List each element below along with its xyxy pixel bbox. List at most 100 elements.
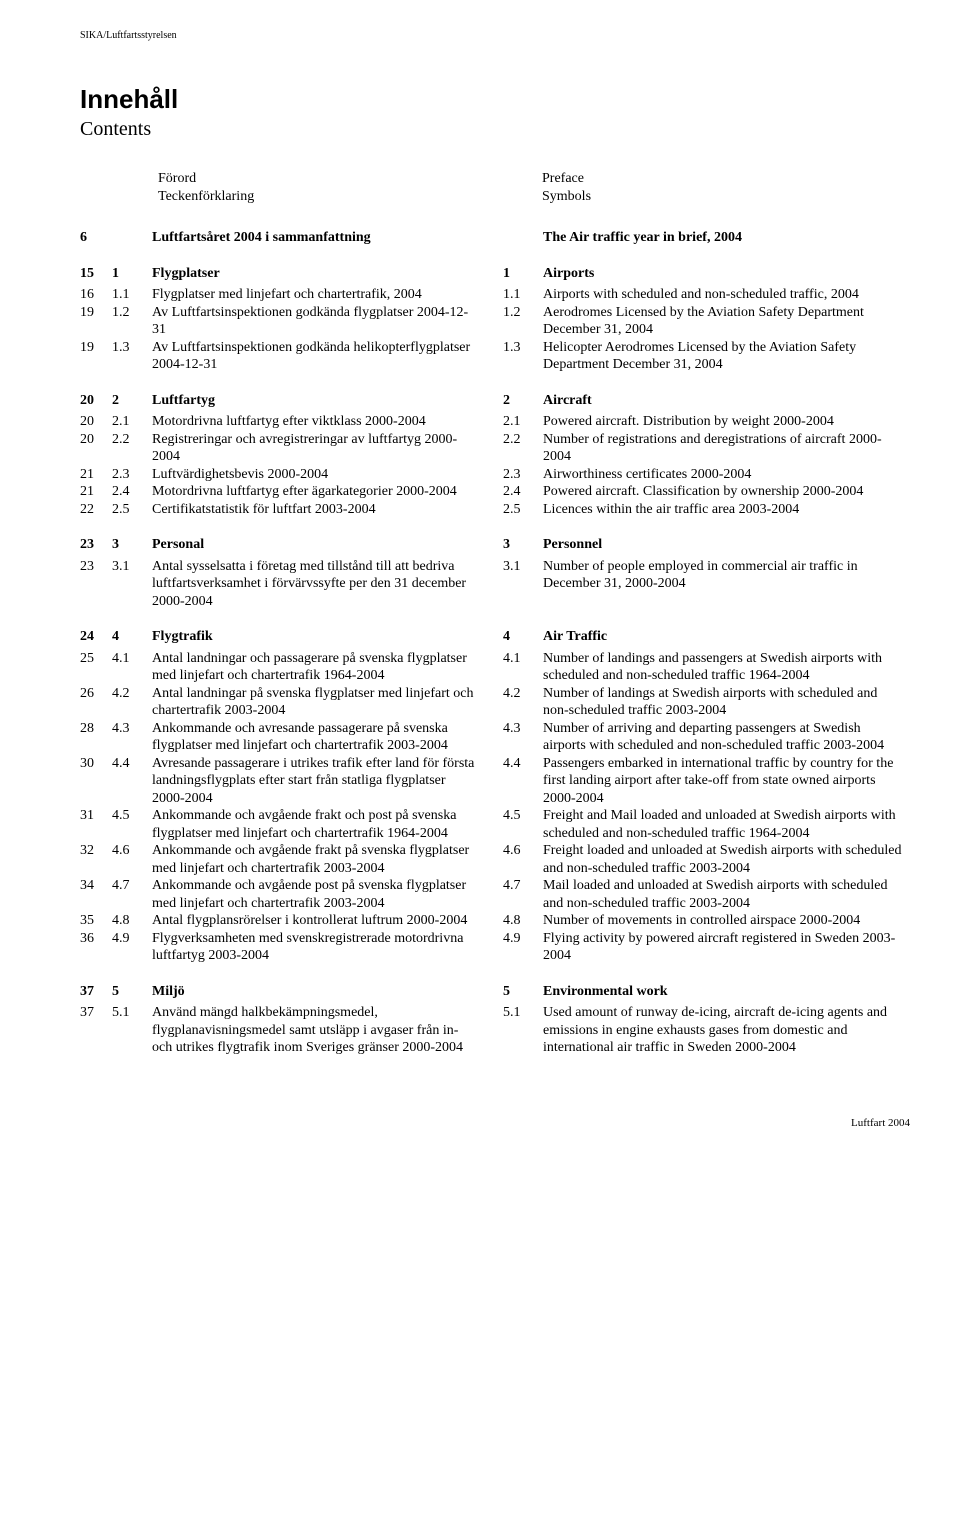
toc-item-num: 2.5 [112, 501, 152, 519]
toc-item-num: 1.1 [503, 286, 543, 304]
toc-item-text-en: Number of arriving and departing passeng… [543, 720, 910, 755]
toc-page: 23 [80, 558, 112, 576]
toc-section-title-sv: Luftfartsåret 2004 i sammanfattning [152, 229, 487, 247]
toc-item-text-en: Airworthiness certificates 2000-2004 [543, 466, 910, 484]
toc-item-num: 2.1 [503, 413, 543, 431]
toc-item-text-sv: Flygverksamheten med svenskregistrerade … [152, 930, 487, 965]
toc-item-num: 1.2 [112, 304, 152, 322]
toc-item-num: 4.7 [503, 877, 543, 895]
preface-left-1: Teckenförklaring [158, 188, 526, 206]
toc-item-text-en: Flying activity by powered aircraft regi… [543, 930, 910, 965]
toc-section-head: 6Luftfartsåret 2004 i sammanfattningThe … [80, 229, 910, 247]
toc-item-num: 4.3 [503, 720, 543, 738]
toc-item-text-en: Used amount of runway de-icing, aircraft… [543, 1004, 910, 1057]
toc-page: 19 [80, 339, 112, 357]
toc-section-title-sv: Luftfartyg [152, 392, 487, 410]
toc-item-text-sv: Ankommande och avgående frakt på svenska… [152, 842, 487, 877]
toc-item-num: 4.5 [503, 807, 543, 825]
toc-section-num: 5 [112, 983, 152, 1001]
toc-item-num: 4.7 [112, 877, 152, 895]
toc-item-text-sv: Av Luftfartsinspektionen godkända heliko… [152, 339, 487, 374]
toc-section-title-sv: Personal [152, 536, 487, 554]
toc-item-text-en: Number of movements in controlled airspa… [543, 912, 910, 930]
toc-page: 22 [80, 501, 112, 519]
toc-item-num: 4.2 [112, 685, 152, 703]
toc-item-text-sv: Ankommande och avgående post på svenska … [152, 877, 487, 912]
toc-section-title-en: Airports [543, 265, 910, 283]
toc-section-num: 4 [112, 628, 152, 646]
toc-item-num: 5.1 [112, 1004, 152, 1022]
toc-section-num: 1 [503, 265, 543, 283]
toc-page: 25 [80, 650, 112, 668]
toc-row: 375.1Använd mängd halkbekämpningsmedel, … [80, 1004, 910, 1057]
page-title-en: Contents [80, 117, 910, 142]
toc-item-text-sv: Certifikatstatistik för luftfart 2003-20… [152, 501, 487, 519]
toc-page: 28 [80, 720, 112, 738]
toc-section-num: 1 [112, 265, 152, 283]
toc-section-title-en: Aircraft [543, 392, 910, 410]
toc-item-num: 1.3 [503, 339, 543, 357]
toc-page: 36 [80, 930, 112, 948]
toc-item-num: 1.2 [503, 304, 543, 322]
toc-row: 314.5Ankommande och avgående frakt och p… [80, 807, 910, 842]
toc-item-num: 4.1 [503, 650, 543, 668]
toc-page: 23 [80, 536, 112, 554]
preface-left-0: Förord [158, 170, 526, 188]
toc-item-text-sv: Antal flygplansrörelser i kontrollerat l… [152, 912, 487, 930]
toc-item-num: 4.4 [503, 755, 543, 773]
toc-row: 16 1.1 Flygplatser med linjefart och chart… [80, 286, 910, 304]
toc-item-num: 4.6 [112, 842, 152, 860]
preface-right-0: Preface [542, 170, 910, 188]
toc-item-num: 4.1 [112, 650, 152, 668]
toc-item-num: 4.6 [503, 842, 543, 860]
toc-item-text-sv: Antal sysselsatta i företag med tillstån… [152, 558, 487, 611]
toc-row: 304.4Avresande passagerare i utrikes tra… [80, 755, 910, 808]
toc-section-num: 3 [112, 536, 152, 554]
toc-item-text-en: Number of registrations and deregistrati… [543, 431, 910, 466]
toc-item-text-en: Powered aircraft. Classification by owne… [543, 483, 910, 501]
toc-item-text-en: Helicopter Aerodromes Licensed by the Av… [543, 339, 910, 374]
toc-item-num: 2.3 [503, 466, 543, 484]
toc-page: 20 [80, 431, 112, 449]
toc-item-text-en: Mail loaded and unloaded at Swedish airp… [543, 877, 910, 912]
toc-item-text-en: Number of landings at Swedish airports w… [543, 685, 910, 720]
toc-item-text-sv: Ankommande och avgående frakt och post p… [152, 807, 487, 842]
toc-row: 254.1Antal landningar och passagerare på… [80, 650, 910, 685]
toc-item-text-en: Licences within the air traffic area 200… [543, 501, 910, 519]
toc-item-text-en: Aerodromes Licensed by the Aviation Safe… [543, 304, 910, 339]
toc-page: 32 [80, 842, 112, 860]
toc-item-text-en: Number of landings and passengers at Swe… [543, 650, 910, 685]
toc-page: 34 [80, 877, 112, 895]
toc-item-text-sv: Motordrivna luftfartyg efter viktklass 2… [152, 413, 487, 431]
toc-item-num: 3.1 [503, 558, 543, 576]
toc-item-num: 4.9 [503, 930, 543, 948]
toc-item-num: 3.1 [112, 558, 152, 576]
toc-item-num: 2.1 [112, 413, 152, 431]
toc-row: 212.4Motordrivna luftfartyg efter ägarka… [80, 483, 910, 501]
toc-item-text-en: Airports with scheduled and non-schedule… [543, 286, 910, 304]
toc-item-text-sv: Antal landningar och passagerare på sven… [152, 650, 487, 685]
page-footer: Luftfart 2004 [80, 1117, 910, 1131]
toc-item-text-sv: Av Luftfartsinspektionen godkända flygpl… [152, 304, 487, 339]
toc-item-num: 5.1 [503, 1004, 543, 1022]
toc-page: 20 [80, 413, 112, 431]
toc-item-text-sv: Ankommande och avresande passagerare på … [152, 720, 487, 755]
toc-row: 233.1Antal sysselsatta i företag med til… [80, 558, 910, 611]
toc-item-num: 4.4 [112, 755, 152, 773]
toc-item-text-en: Freight and Mail loaded and unloaded at … [543, 807, 910, 842]
toc-section-title-sv: Miljö [152, 983, 487, 1001]
toc-section-title-en: Personnel [543, 536, 910, 554]
toc-item-num: 2.5 [503, 501, 543, 519]
toc-row: 324.6Ankommande och avgående frakt på sv… [80, 842, 910, 877]
toc-item-num: 2.4 [503, 483, 543, 501]
toc-page: 35 [80, 912, 112, 930]
page-title-sv: Innehåll [80, 83, 910, 116]
toc-item-text-sv: Flygplatser med linjefart och chartertra… [152, 286, 487, 304]
toc-page: 16 [80, 286, 112, 304]
toc-section-head: 151Flygplatser1Airports [80, 265, 910, 283]
toc-section-head: 375Miljö5Environmental work [80, 983, 910, 1001]
doc-header: SIKA/Luftfartsstyrelsen [80, 30, 910, 43]
toc-section-title-sv: Flygplatser [152, 265, 487, 283]
preface-row: Förord Teckenförklaring Preface Symbols [80, 170, 910, 205]
toc-item-num: 4.2 [503, 685, 543, 703]
